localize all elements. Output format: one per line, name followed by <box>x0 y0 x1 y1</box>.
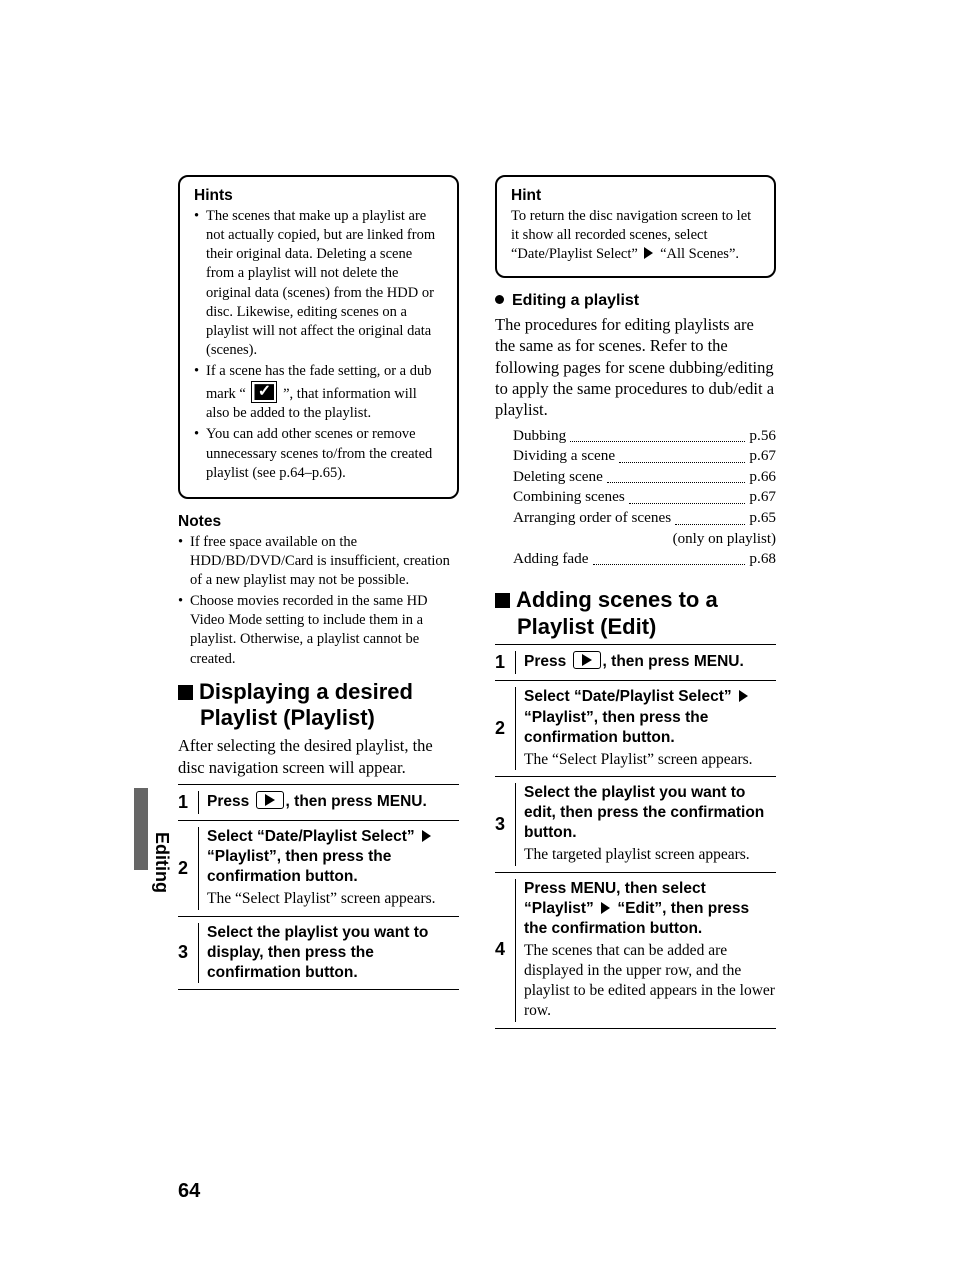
notes-item: Choose movies recorded in the same HD Vi… <box>178 592 459 669</box>
hint-post: “All Scenes”. <box>656 246 739 262</box>
step-number: 4 <box>495 879 516 1022</box>
step-number: 2 <box>178 827 199 910</box>
adding-scenes-heading: Adding scenes to a Playlist (Edit) <box>495 587 776 640</box>
manual-page: Editing Hints The scenes that make up a … <box>0 0 954 1261</box>
triangle-right-icon <box>739 690 748 702</box>
reference-label: Adding fade <box>513 549 589 570</box>
reference-label: Deleting scene <box>513 467 603 488</box>
leader-dots <box>570 422 745 443</box>
reference-page: p.67 <box>749 446 776 467</box>
triangle-right-icon <box>644 247 653 259</box>
reference-label: Dividing a scene <box>513 446 615 467</box>
step-number: 1 <box>178 791 199 814</box>
side-tab-bar <box>134 788 148 870</box>
hints-item: The scenes that make up a playlist are n… <box>194 207 443 360</box>
hint-body: To return the disc navigation screen to … <box>511 207 760 264</box>
step-body: Press , then press MENU. <box>207 791 459 814</box>
page-number: 64 <box>178 1180 200 1203</box>
hints-item: You can add other scenes or remove unnec… <box>194 425 443 482</box>
left-column: Hints The scenes that make up a playlist… <box>178 175 459 1166</box>
reference-label: Arranging order of scenes <box>513 508 671 529</box>
display-playlist-title: Displaying a desired Playlist (Playlist) <box>199 679 413 730</box>
side-tab-label: Editing <box>151 832 172 893</box>
step-body: Press , then press MENU. <box>524 651 776 674</box>
step: 1 Press , then press MENU. <box>178 785 459 821</box>
step-number: 3 <box>495 783 516 866</box>
reference-label: Dubbing <box>513 426 566 447</box>
step-body: Select the playlist you want to display,… <box>207 923 459 983</box>
step: 1 Press , then press MENU. <box>495 645 776 681</box>
step-body: Press MENU, then select “Playlist” “Edit… <box>524 879 776 1022</box>
step: 2Select “Date/Playlist Select” “Playlist… <box>178 821 459 917</box>
display-playlist-steps: 1 Press , then press MENU. 2Select “Date/P… <box>178 784 459 990</box>
editing-playlist-heading: Editing a playlist <box>495 292 776 310</box>
notes-block: Notes If free space available on the HDD… <box>178 513 459 669</box>
step-subtext: The “Select Playlist” screen appears. <box>207 889 459 909</box>
hint-title: Hint <box>511 187 760 205</box>
step: 2Select “Date/Playlist Select” “Playlist… <box>495 681 776 777</box>
play-button-icon <box>256 791 284 809</box>
reference-page: p.67 <box>749 487 776 508</box>
play-button-icon <box>573 651 601 669</box>
reference-page: p.65 <box>749 508 776 529</box>
reference-page: p.66 <box>749 467 776 488</box>
editing-playlist-intro: The procedures for editing playlists are… <box>495 314 776 420</box>
step-body: Select “Date/Playlist Select” “Playlist”… <box>207 827 459 910</box>
notes-item: If free space available on the HDD/BD/DV… <box>178 533 459 590</box>
square-bullet-icon <box>495 593 510 608</box>
step-number: 1 <box>495 651 516 674</box>
hints-list: The scenes that make up a playlist are n… <box>194 207 443 483</box>
triangle-right-icon <box>601 902 610 914</box>
editing-playlist-title: Editing a playlist <box>512 292 639 309</box>
leader-dots <box>593 545 746 566</box>
step: 3Select the playlist you want to display… <box>178 917 459 990</box>
hint-box: Hint To return the disc navigation scree… <box>495 175 776 278</box>
step: 4Press MENU, then select “Playlist” “Edi… <box>495 873 776 1029</box>
step-body: Select “Date/Playlist Select” “Playlist”… <box>524 687 776 770</box>
content-columns: Hints The scenes that make up a playlist… <box>178 175 776 1166</box>
display-playlist-intro: After selecting the desired playlist, th… <box>178 735 459 777</box>
display-playlist-heading: Displaying a desired Playlist (Playlist) <box>178 679 459 732</box>
reference-label: Combining scenes <box>513 487 625 508</box>
step-number: 2 <box>495 687 516 770</box>
notes-title: Notes <box>178 513 459 531</box>
reference-page: p.56 <box>749 426 776 447</box>
step-subtext: The scenes that can be added are display… <box>524 941 776 1022</box>
bullet-icon <box>495 295 504 304</box>
square-bullet-icon <box>178 685 193 700</box>
triangle-right-icon <box>422 830 431 842</box>
dub-mark-icon <box>251 381 277 403</box>
hints-item: If a scene has the fade setting, or a du… <box>194 362 443 423</box>
adding-scenes-title: Adding scenes to a Playlist (Edit) <box>516 587 718 638</box>
leader-dots <box>607 463 746 484</box>
adding-scenes-steps: 1 Press , then press MENU. 2Select “Date/P… <box>495 644 776 1029</box>
notes-list: If free space available on the HDD/BD/DV… <box>178 533 459 669</box>
hints-title: Hints <box>194 187 443 205</box>
step-subtext: The targeted playlist screen appears. <box>524 845 776 865</box>
leader-dots <box>629 483 746 504</box>
right-column: Hint To return the disc navigation scree… <box>495 175 776 1166</box>
reference-item: Adding fade p.68 <box>513 549 776 570</box>
step-number: 3 <box>178 923 199 983</box>
step-body: Select the playlist you want to edit, th… <box>524 783 776 866</box>
reference-page: p.68 <box>749 549 776 570</box>
step: 3Select the playlist you want to edit, t… <box>495 777 776 873</box>
step-subtext: The “Select Playlist” screen appears. <box>524 750 776 770</box>
leader-dots <box>619 442 745 463</box>
hints-box: Hints The scenes that make up a playlist… <box>178 175 459 499</box>
leader-dots <box>675 504 745 525</box>
reference-list: Dubbing p.56 Dividing a scene p.67 Deletin… <box>513 426 776 569</box>
reference-item: Arranging order of scenes p.65 <box>513 508 776 529</box>
